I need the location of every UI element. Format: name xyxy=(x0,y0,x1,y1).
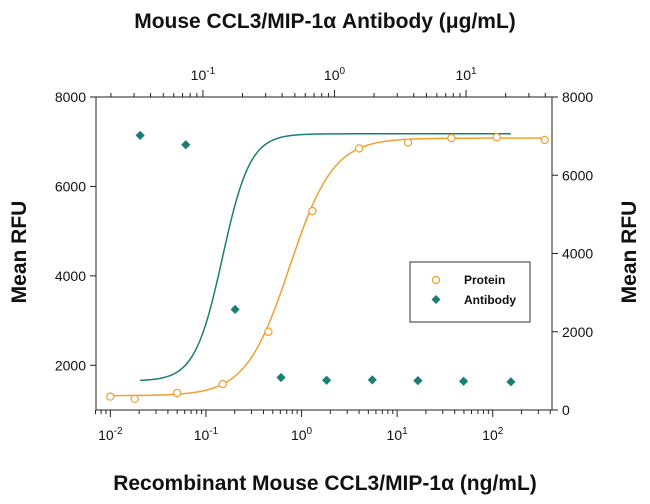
antibody-data-point xyxy=(458,376,469,386)
y-axis-label-left: Mean RFU xyxy=(8,201,31,304)
plot-frame xyxy=(95,96,553,411)
legend-protein-label: Protein xyxy=(464,273,505,287)
antibody-data-point xyxy=(322,375,332,385)
y-right-tick-label: 2000 xyxy=(562,324,593,340)
protein-data-point xyxy=(540,135,549,145)
x-tick-label: 102 xyxy=(482,426,504,443)
antibody-data-point xyxy=(413,376,423,386)
protein-data-point xyxy=(264,327,273,336)
protein-fit-curve xyxy=(110,137,545,397)
x-top-tick-label: 10-1 xyxy=(191,66,216,83)
y-left-tick-label: 4000 xyxy=(55,268,86,284)
y-left-tick-label: 2000 xyxy=(55,357,86,373)
chart-title: Mouse CCL3/MIP-1α Antibody (μg/mL) xyxy=(134,10,516,33)
protein-data-point xyxy=(492,133,501,142)
x-tick-label: 100 xyxy=(291,426,313,443)
x-tick-label: 101 xyxy=(387,426,409,443)
y-axis-label-right: Mean RFU xyxy=(618,201,641,304)
x-axis-label: Recombinant Mouse CCL3/MIP-1α (ng/mL) xyxy=(113,472,537,495)
x-top-tick-label: 101 xyxy=(455,66,477,83)
legend-antibody-marker xyxy=(431,295,441,304)
legend: Protein Antibody xyxy=(409,261,531,323)
protein-data-point xyxy=(447,133,456,143)
x-tick-label: 10-1 xyxy=(194,426,219,443)
antibody-data-point xyxy=(367,375,377,385)
y-left-tick-label: 6000 xyxy=(55,178,86,194)
protein-data-point xyxy=(218,379,227,389)
antibody-data-point xyxy=(230,304,240,315)
y-right-tick-label: 8000 xyxy=(562,89,593,105)
antibody-data-point xyxy=(276,372,286,383)
antibody-data-point xyxy=(181,140,191,150)
x-tick-label: 10-2 xyxy=(98,426,123,443)
protein-data-point xyxy=(172,388,182,398)
protein-data-point xyxy=(106,392,115,401)
x-top-tick-label: 100 xyxy=(324,66,346,83)
protein-data-point xyxy=(130,394,139,404)
y-right-tick-label: 4000 xyxy=(562,246,593,262)
protein-data-point xyxy=(403,138,413,147)
protein-data-point xyxy=(308,206,317,216)
antibody-data-point xyxy=(506,377,516,387)
y-right-tick-label: 0 xyxy=(562,402,570,418)
antibody-fit-curve xyxy=(140,133,511,382)
legend-antibody-label: Antibody xyxy=(464,293,516,307)
legend-box xyxy=(409,261,531,323)
legend-protein-marker xyxy=(431,275,441,285)
y-right-tick-label: 6000 xyxy=(562,167,593,183)
protein-data-point xyxy=(354,144,364,153)
y-left-tick-label: 8000 xyxy=(55,89,86,105)
antibody-data-point xyxy=(135,130,145,140)
